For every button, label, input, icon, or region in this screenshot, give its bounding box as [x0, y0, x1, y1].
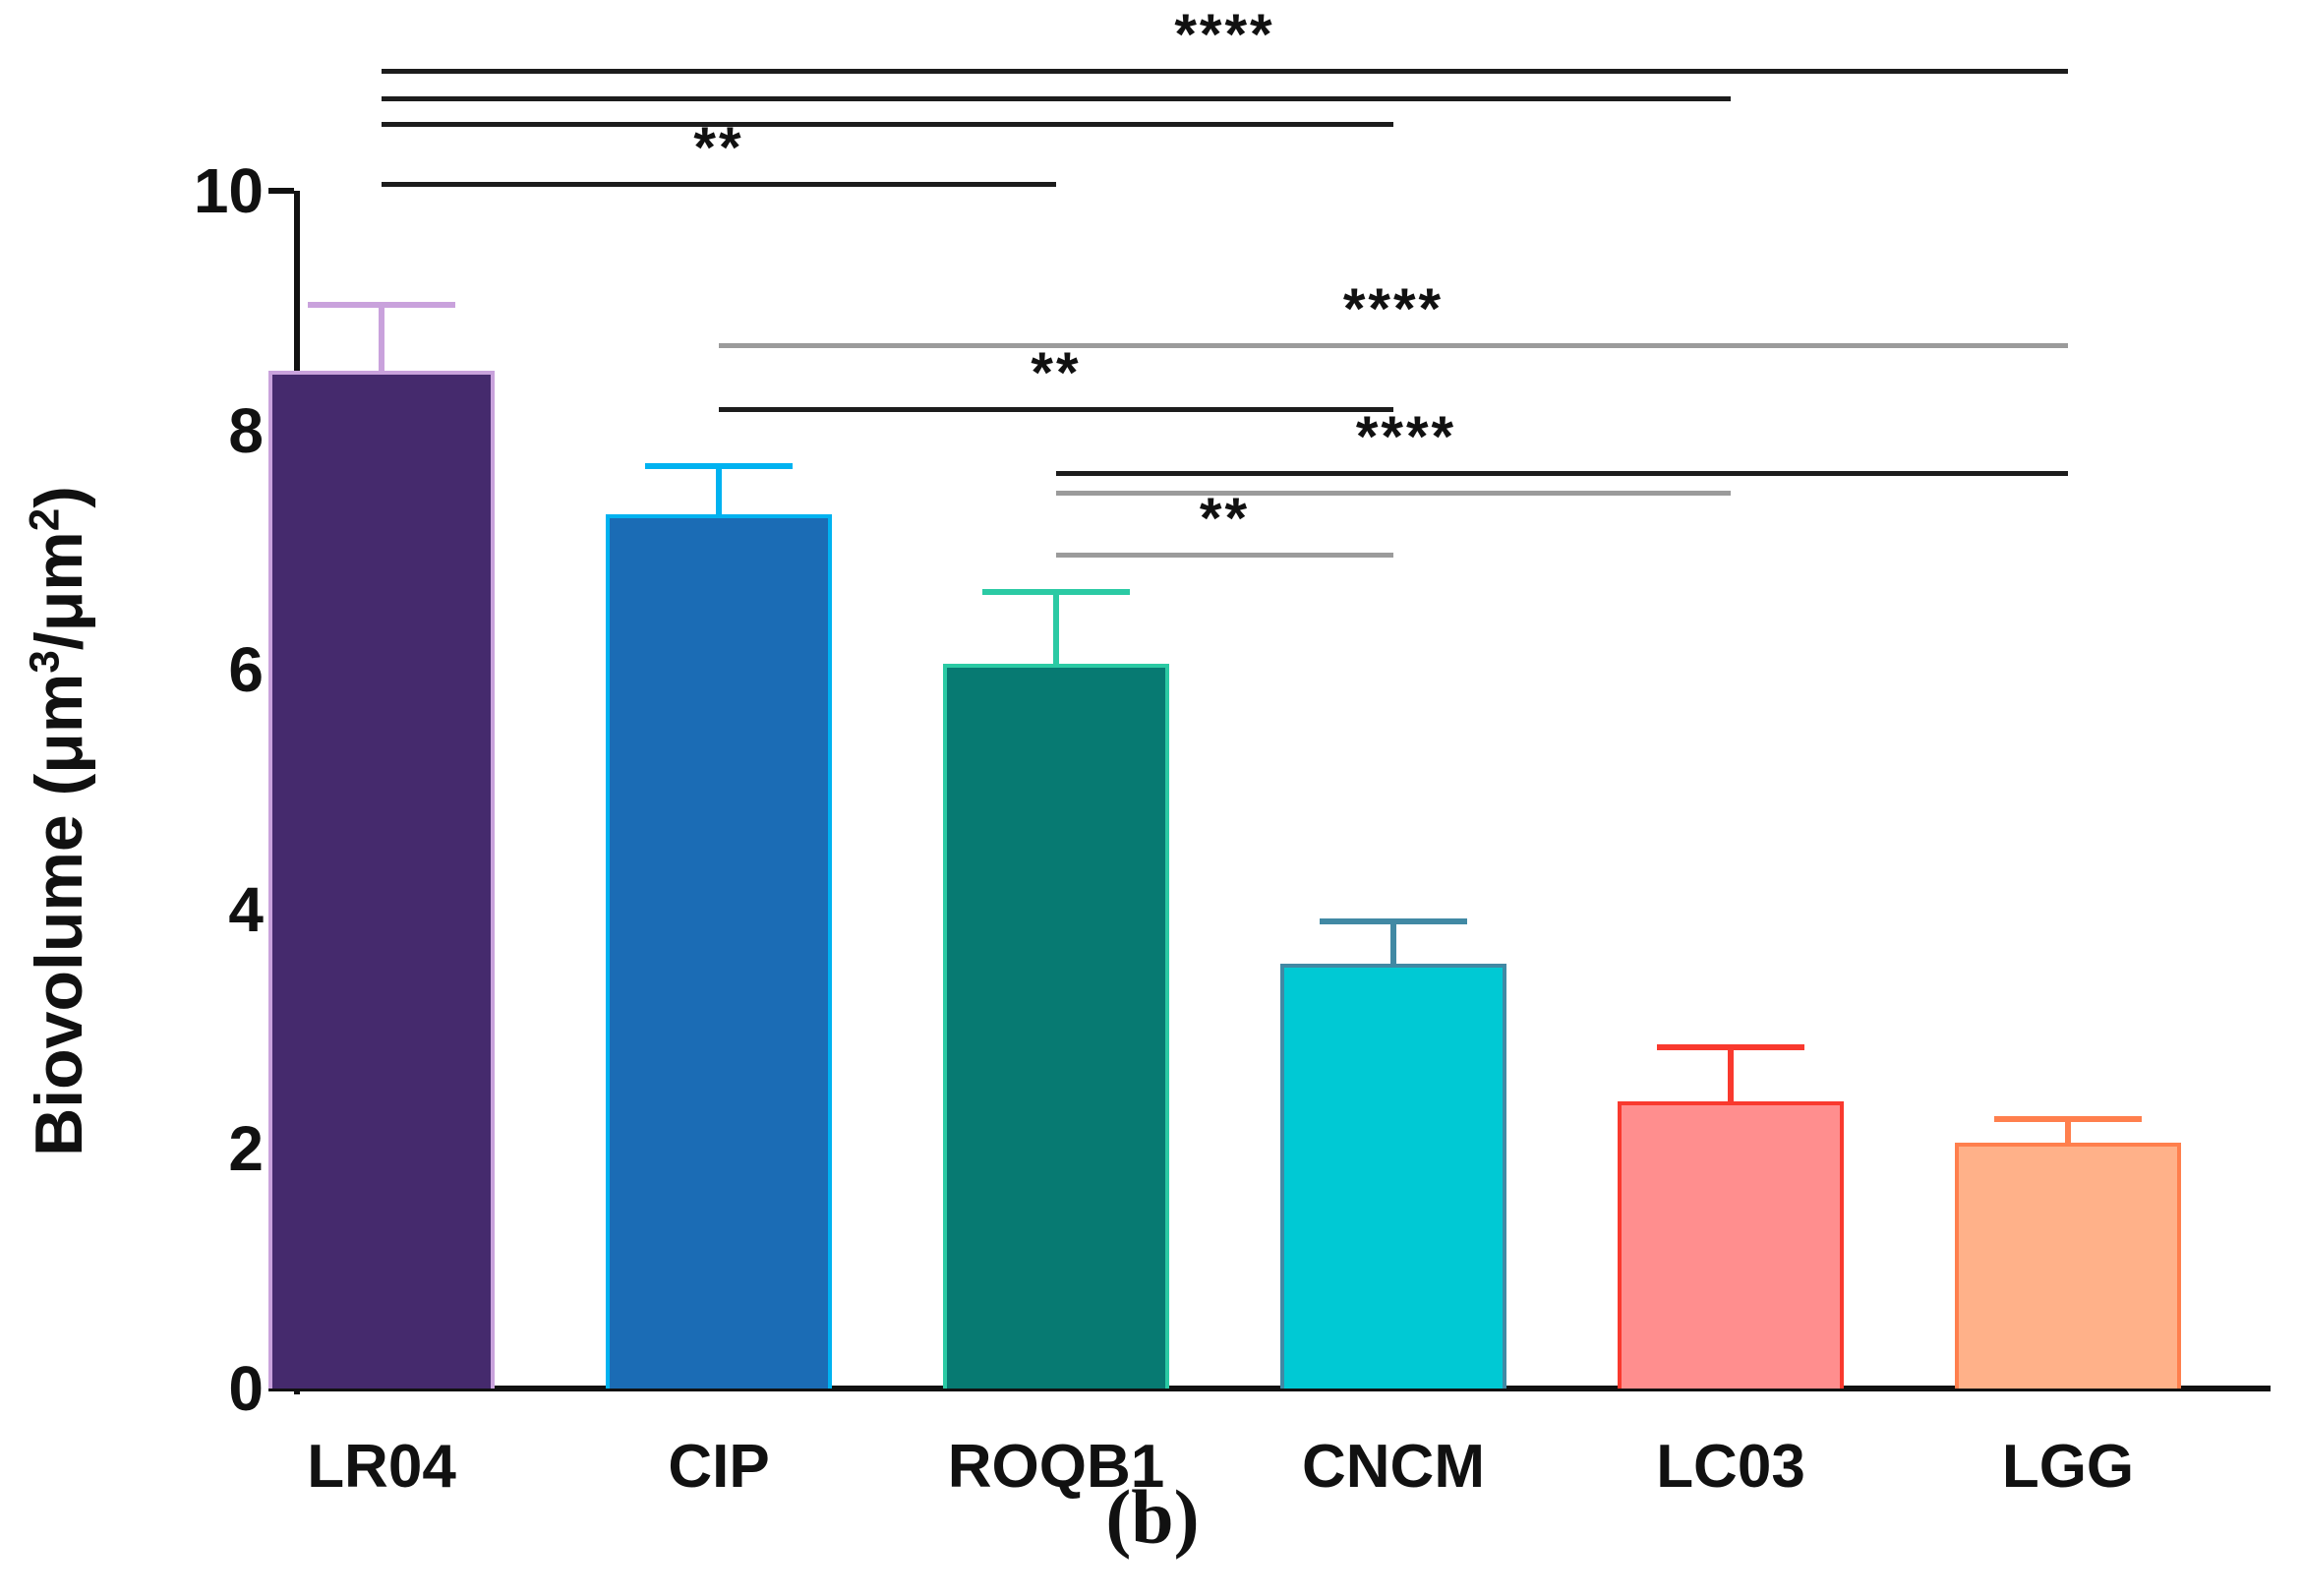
- error-bar-cap-LC03: [1657, 1044, 1804, 1050]
- error-bar-cap-LGG: [1994, 1116, 2142, 1122]
- error-bar-stem-LR04: [379, 305, 384, 375]
- x-axis-line: [294, 1386, 2271, 1391]
- bar-CIP: [606, 514, 832, 1389]
- significance-line-LR04-LGG: [382, 69, 2068, 74]
- x-label-CNCM: CNCM: [1302, 1433, 1485, 1501]
- y-tick-label-8: 8: [228, 395, 264, 466]
- x-label-CIP: CIP: [668, 1433, 770, 1501]
- error-bar-stem-CNCM: [1390, 921, 1396, 968]
- significance-line-LR04-CNCM: [382, 122, 1393, 127]
- significance-label-ROQB1-CNCM: **: [1199, 487, 1251, 551]
- significance-line-LR04-ROQB1: [382, 182, 1056, 187]
- significance-line-CIP-LGG: [719, 343, 2068, 348]
- error-bar-cap-CNCM: [1320, 918, 1467, 924]
- significance-label-ROQB1-LGG: ****: [1355, 405, 1457, 469]
- x-label-LGG: LGG: [2001, 1433, 2135, 1501]
- error-bar-stem-LC03: [1728, 1047, 1734, 1105]
- x-label-LC03: LC03: [1656, 1433, 1805, 1501]
- bar-ROQB1: [943, 664, 1169, 1389]
- error-bar-cap-ROQB1: [982, 589, 1130, 595]
- error-bar-stem-ROQB1: [1053, 592, 1059, 668]
- significance-line-LR04-LC03: [382, 96, 1731, 101]
- error-bar-stem-CIP: [716, 466, 722, 518]
- y-tick-label-2: 2: [228, 1113, 264, 1184]
- significance-label-CIP-CNCM: **: [1031, 341, 1082, 405]
- y-tick-label-0: 0: [228, 1353, 264, 1424]
- significance-line-ROQB1-LC03: [1056, 491, 1731, 496]
- bar-LR04: [268, 371, 495, 1389]
- y-tick-label-6: 6: [228, 634, 264, 705]
- error-bar-cap-LR04: [308, 302, 455, 308]
- significance-label-LR04-LGG: ****: [1174, 3, 1275, 67]
- y-axis-title: Biovolume (μm3/μm2): [21, 486, 96, 1156]
- bar-CNCM: [1280, 964, 1506, 1389]
- figure-caption: (b): [1105, 1474, 1200, 1560]
- bar-LC03: [1618, 1101, 1844, 1389]
- x-label-LR04: LR04: [307, 1433, 456, 1501]
- y-tick-label-10: 10: [193, 155, 264, 226]
- y-tick-label-4: 4: [228, 874, 264, 945]
- error-bar-stem-LGG: [2065, 1119, 2071, 1147]
- significance-line-ROQB1-LGG: [1056, 471, 2068, 476]
- significance-label-LR04-ROQB1: **: [693, 116, 744, 180]
- y-tick-10: [268, 188, 294, 194]
- y-tick-0: [268, 1386, 294, 1391]
- error-bar-cap-CIP: [645, 463, 793, 469]
- significance-label-CIP-LGG: ****: [1342, 277, 1445, 341]
- bar-LGG: [1955, 1143, 2181, 1389]
- significance-line-ROQB1-CNCM: [1056, 553, 1393, 558]
- significance-line-CIP-CNCM: [719, 407, 1393, 412]
- x-label-ROQB1: ROQB1: [947, 1433, 1165, 1501]
